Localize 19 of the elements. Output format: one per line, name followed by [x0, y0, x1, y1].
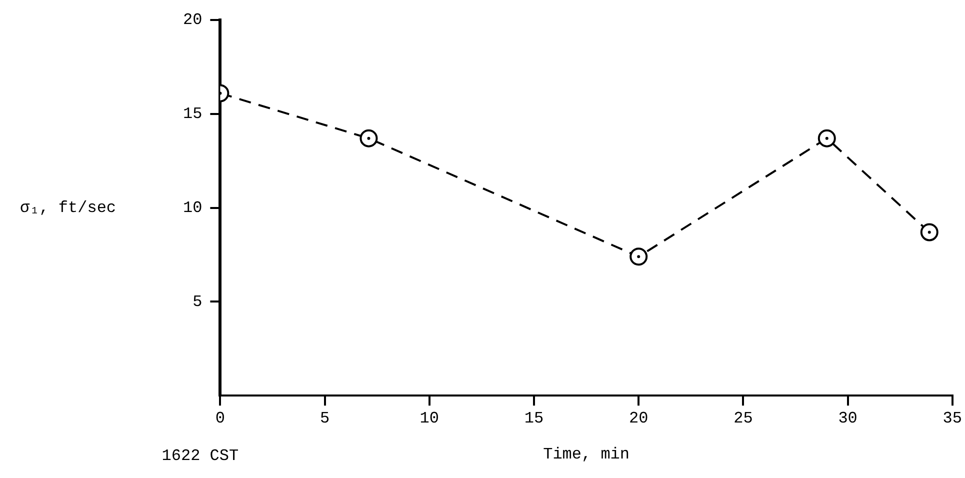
x-tick-label: 30 — [838, 409, 858, 428]
text: 1622 CST — [162, 446, 239, 465]
point — [818, 129, 836, 148]
x-tick-label: 35 — [942, 409, 962, 428]
x-tick-label: 0 — [215, 409, 226, 428]
y-tick-label: 20 — [183, 11, 202, 30]
point — [920, 223, 938, 242]
y-tick-label: 10 — [183, 199, 202, 218]
y-tick-label: 5 — [192, 292, 202, 311]
x-axis-title: Time, min — [543, 446, 630, 464]
x-tick-label: 10 — [420, 409, 440, 428]
y-axis-title: σ₁, ft/sec — [20, 199, 116, 218]
x-tick-label: 25 — [734, 409, 753, 428]
x-tick-label: 5 — [320, 409, 330, 428]
y-tick-label: 15 — [183, 105, 202, 124]
point — [360, 129, 378, 148]
x-tick-label: 15 — [524, 409, 544, 428]
x-tick-label: 20 — [629, 409, 648, 428]
point — [630, 248, 648, 266]
